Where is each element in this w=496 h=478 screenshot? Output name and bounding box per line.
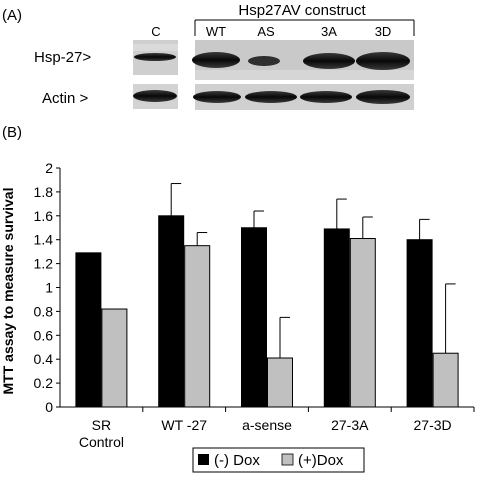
bar-minus-dox xyxy=(323,228,350,408)
bar-plus-dox xyxy=(184,245,211,408)
error-bars xyxy=(170,183,456,359)
bar-minus-dox xyxy=(75,252,102,408)
bar-plus-dox xyxy=(267,357,293,408)
legend-label-minus-dox: (-) Dox xyxy=(214,452,260,469)
y-tick-label: 2 xyxy=(45,160,53,176)
y-tick-label: 0.2 xyxy=(34,375,54,391)
y-axis-label: MTT assay to measure survival xyxy=(0,188,16,395)
legend-box xyxy=(192,447,365,473)
bar-plus-dox xyxy=(432,352,459,408)
x-tick-label: WT -27 xyxy=(161,417,207,433)
hsp27-row-label: Hsp-27> xyxy=(34,49,91,66)
bar-plus-dox xyxy=(349,238,376,408)
actin-blot-construct xyxy=(193,84,414,110)
bar-minus-dox xyxy=(241,227,267,408)
legend: (-) Dox (+)Dox xyxy=(192,447,365,473)
panel-b-label: (B) xyxy=(2,124,22,141)
bars xyxy=(75,215,459,408)
legend-swatch-minus-dox xyxy=(198,454,209,465)
x-tick-label: 27-3A xyxy=(331,417,369,433)
y-tick-label: 1.8 xyxy=(34,184,54,200)
bar-chart: MTT assay to measure survival 0 0.2 0.4 0.6… xyxy=(0,160,475,450)
panel-a-label: (A) xyxy=(2,7,22,24)
y-tick-label: 1.2 xyxy=(34,256,54,272)
bar-plus-dox xyxy=(101,308,128,408)
x-tick-label: a-sense xyxy=(242,417,292,433)
construct-header: Hsp27AV construct xyxy=(238,2,366,19)
y-tick-label: 1 xyxy=(45,280,53,296)
actin-row-label: Actin > xyxy=(42,90,89,107)
y-axis-ticks: 0 0.2 0.4 0.6 0.8 1 1.2 1.4 1.6 1.8 2 xyxy=(34,160,60,415)
lane-label-as: AS xyxy=(257,24,275,39)
panel-a: (A) C Hsp27AV construct WT AS 3A 3D Hsp-… xyxy=(2,2,415,110)
x-tick-label: 27-3D xyxy=(414,417,452,433)
y-tick-label: 1.4 xyxy=(34,232,54,248)
hsp27-blot-control xyxy=(133,40,178,75)
lane-label-3d: 3D xyxy=(375,24,392,39)
bar-minus-dox xyxy=(158,215,185,408)
x-tick-label: SR Control xyxy=(79,417,124,450)
y-tick-label: 0 xyxy=(45,399,53,415)
legend-label-plus-dox: (+)Dox xyxy=(298,452,344,469)
actin-blot-control xyxy=(133,84,178,109)
lane-c-label: C xyxy=(151,24,160,39)
y-tick-label: 0.4 xyxy=(34,351,54,367)
legend-swatch-plus-dox xyxy=(281,453,294,466)
y-tick-label: 0.6 xyxy=(34,327,54,343)
lane-label-3a: 3A xyxy=(321,24,337,39)
panel-b: (B) MTT assay to measure survival 0 0.2 0.… xyxy=(0,124,475,473)
hsp27-blot-construct xyxy=(192,40,414,80)
x-axis-labels: SR Control WT -27 a-sense 27-3A 27-3D xyxy=(79,417,452,450)
y-tick-label: 0.8 xyxy=(34,303,54,319)
y-tick-label: 1.6 xyxy=(34,208,54,224)
axes xyxy=(59,168,475,412)
lane-label-wt: WT xyxy=(206,24,226,39)
bar-minus-dox xyxy=(406,239,433,408)
